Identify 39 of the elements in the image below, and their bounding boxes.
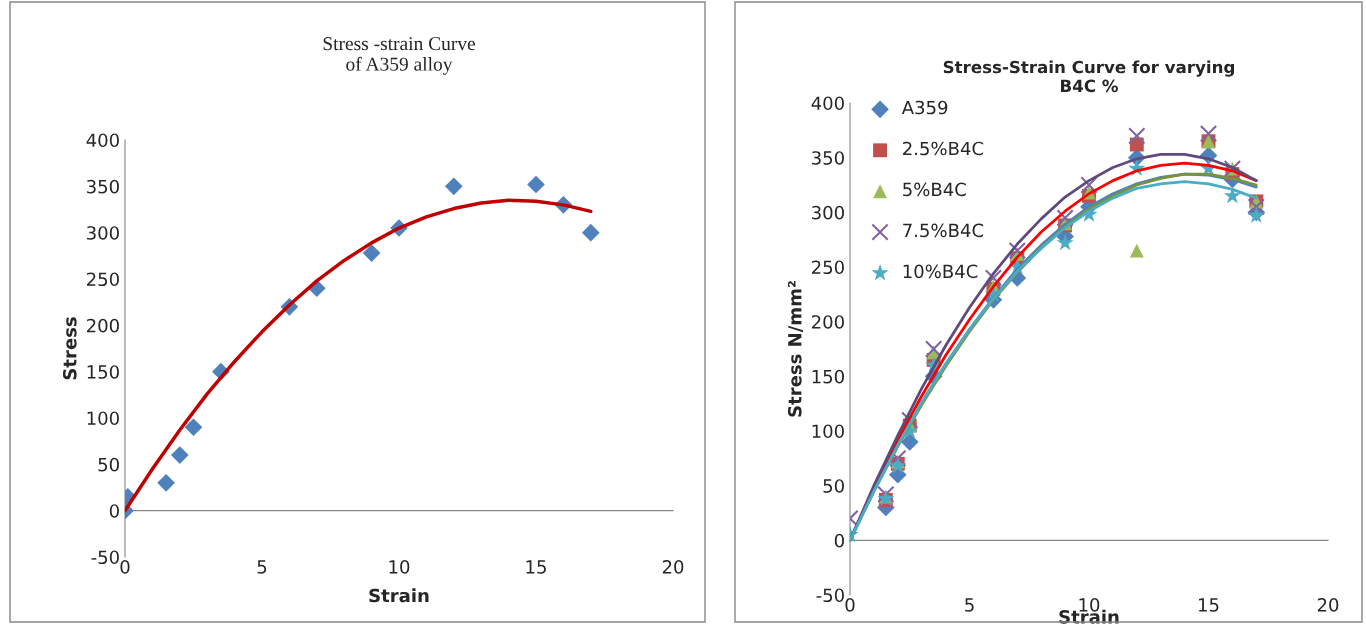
y-tick-label: 350 <box>812 151 844 165</box>
legend-label: 2.5%B4C <box>903 141 984 156</box>
y-tick-label: 0 <box>109 504 119 518</box>
y-tick-label: 100 <box>812 424 844 439</box>
x-tick-label: 5 <box>257 560 267 574</box>
x-tick-label: 20 <box>1317 598 1339 612</box>
y-tick-label: -50 <box>91 550 119 565</box>
y-tick-label: 400 <box>811 96 844 111</box>
legend-label: A359 <box>901 100 948 115</box>
y-tick-label: -50 <box>816 588 844 603</box>
x-tick-label: 10 <box>389 560 410 574</box>
x-axis-title: Strain <box>369 588 429 603</box>
y-tick-label: 100 <box>87 411 119 426</box>
legend-label: 10%B4C <box>903 264 978 279</box>
y-tick-label: 150 <box>87 365 119 379</box>
chart-title: Stress -strain Curve of A359 alloy <box>323 37 476 75</box>
legend-label: 7.5%B4C <box>903 223 984 238</box>
y-tick-label: 0 <box>834 533 844 548</box>
x-tick-label: 20 <box>662 560 684 574</box>
y-tick-label: 350 <box>87 179 119 194</box>
chart-title: Stress-Strain Curve for varying B4C % <box>943 60 1234 93</box>
y-tick-label: 200 <box>87 318 119 333</box>
x-tick-label: 15 <box>1199 598 1219 612</box>
legend-label: 5%B4C <box>903 182 966 197</box>
y-tick-label: 300 <box>87 226 119 240</box>
y-axis-title: Stress N/mm² <box>787 281 804 417</box>
y-tick-label: 250 <box>812 260 844 275</box>
x-tick-label: 5 <box>965 598 974 612</box>
x-tick-label: 0 <box>120 560 130 574</box>
y-tick-label: 50 <box>823 479 844 493</box>
y-tick-label: 200 <box>812 315 844 329</box>
y-tick-label: 300 <box>812 205 844 220</box>
y-tick-label: 50 <box>98 457 119 472</box>
y-axis-title: Stress <box>62 317 77 380</box>
x-tick-label: 15 <box>526 560 546 574</box>
y-tick-label: 400 <box>86 133 119 148</box>
y-tick-label: 250 <box>87 272 119 287</box>
y-tick-label: 150 <box>812 369 844 384</box>
x-tick-label: 0 <box>845 598 855 612</box>
